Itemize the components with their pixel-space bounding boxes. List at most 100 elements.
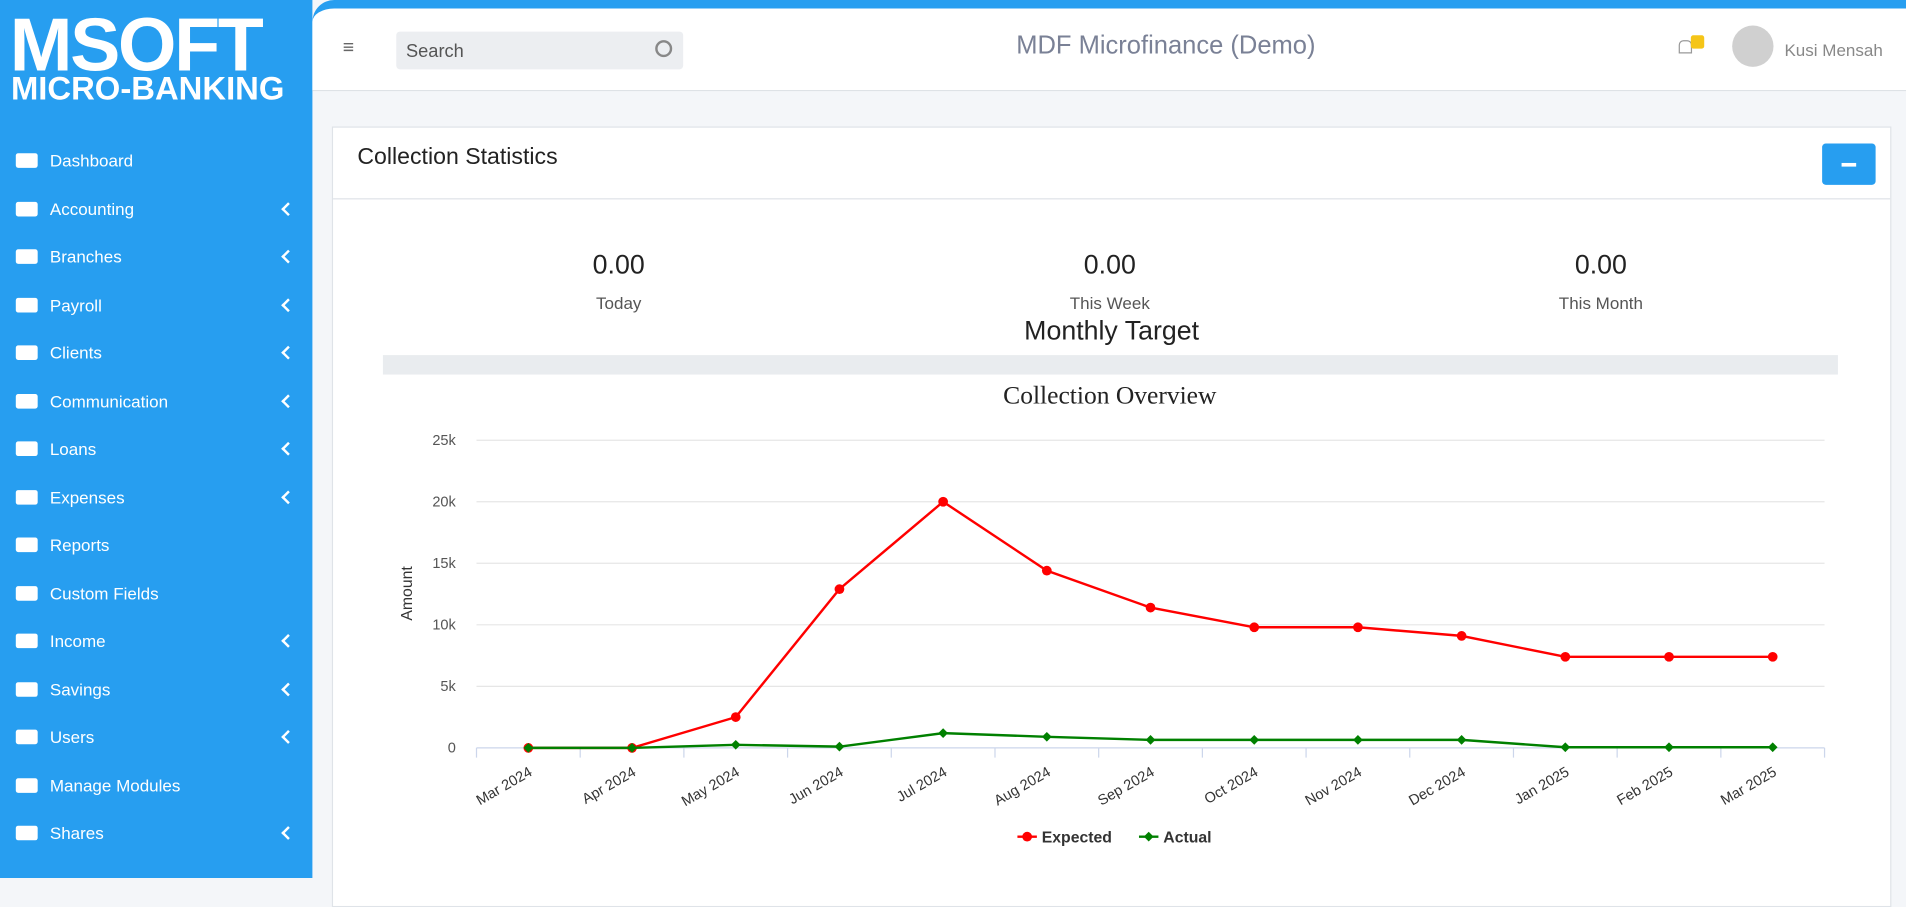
x-tick-label: Nov 2024 — [1303, 764, 1365, 809]
search-box[interactable]: Search — [396, 31, 684, 70]
data-point — [834, 741, 845, 752]
stat-value: 0.00 — [1574, 249, 1627, 280]
menu-label: Clients — [49, 342, 102, 363]
card-title: Collection Statistics — [357, 144, 558, 171]
menu-label: Shares — [49, 823, 104, 843]
submenu-arrow — [281, 633, 295, 648]
x-tick-label: Aug 2024 — [992, 764, 1054, 809]
legend-marker — [1143, 831, 1154, 842]
x-tick-label: Feb 2025 — [1615, 764, 1676, 809]
menu-icon — [15, 729, 38, 745]
menu-item[interactable]: Communication — [0, 382, 312, 418]
submenu-arrow — [281, 249, 295, 264]
x-tick-label: Oct 2024 — [1202, 764, 1261, 807]
x-tick-label: Dec 2024 — [1406, 764, 1468, 809]
chart-title: Collection Overview — [1003, 381, 1217, 410]
x-tick-label: Jun 2024 — [786, 764, 846, 808]
stat-value: 0.00 — [592, 249, 645, 280]
sidebar: MSOFT MICRO-BANKING Dashboard Accounting B… — [0, 0, 313, 879]
menu-icon — [15, 297, 38, 312]
data-point — [1664, 651, 1674, 662]
menu-label: Savings — [49, 679, 111, 699]
menu-item[interactable]: Loans — [0, 430, 312, 466]
submenu-arrow — [281, 441, 295, 456]
submenu-arrow — [281, 393, 295, 408]
menu-label: Reports — [49, 535, 110, 555]
y-tick-label: 15k — [432, 556, 456, 572]
legend-label: Actual — [1163, 830, 1211, 847]
menu-label: Accounting — [49, 198, 135, 219]
chart: Collection Overview Amount 0 5k 10k 15k 20k 2… — [399, 381, 1826, 847]
notification-badge — [1690, 35, 1705, 49]
menu-item[interactable]: Clients — [0, 334, 312, 370]
menu-item[interactable]: Manage Modules — [0, 767, 312, 803]
menu-label: Dashboard — [49, 150, 134, 171]
menu-item[interactable]: Savings — [0, 671, 312, 707]
data-point — [1041, 565, 1052, 576]
user-name[interactable]: Kusi Mensah — [1784, 40, 1883, 60]
y-axis-label: Amount — [399, 566, 416, 621]
x-tick-label: Mar 2025 — [1718, 764, 1779, 809]
y-tick-label: 25k — [432, 433, 456, 449]
data-point — [1249, 735, 1260, 745]
data-point — [730, 739, 741, 750]
menu-icon — [15, 441, 38, 457]
search-icon — [655, 40, 673, 58]
menu-item[interactable]: Branches — [0, 238, 312, 274]
menu-label: Branches — [49, 246, 122, 267]
logo: MSOFT — [9, 3, 264, 88]
menu-item[interactable]: Users — [0, 719, 312, 755]
menu-icon — [15, 537, 38, 553]
data-point — [1767, 651, 1778, 662]
stat-label: Today — [596, 293, 642, 313]
menu-item[interactable]: Expenses — [0, 479, 312, 515]
data-point — [1041, 731, 1052, 742]
menu-label: Income — [49, 631, 106, 651]
submenu-arrow — [281, 345, 295, 360]
avatar[interactable] — [1732, 25, 1774, 67]
menu-label: Manage Modules — [49, 775, 181, 795]
menu-item[interactable]: Custom Fields — [0, 575, 312, 611]
x-tick-label: Mar 2024 — [474, 764, 535, 809]
data-point — [1249, 622, 1260, 633]
data-point — [1560, 742, 1571, 753]
x-tick-label: Jan 2025 — [1512, 764, 1572, 808]
menu-item[interactable]: Payroll — [0, 286, 312, 322]
data-point — [938, 728, 948, 738]
data-point — [1145, 602, 1156, 613]
x-tick-label: Jul 2024 — [894, 764, 950, 805]
menu-label: Expenses — [49, 487, 125, 507]
menu-item[interactable]: Shares — [0, 815, 312, 851]
collapse-button[interactable] — [1822, 143, 1876, 185]
y-tick-label: 5k — [440, 679, 456, 695]
menu-label: Communication — [49, 390, 169, 411]
menu-item[interactable]: Reports — [0, 527, 312, 563]
submenu-arrow — [281, 297, 295, 312]
legend-label: Expected — [1042, 830, 1112, 847]
menu-icon — [15, 201, 38, 216]
y-tick-label: 10k — [432, 618, 456, 634]
x-tick-label: Apr 2024 — [580, 764, 639, 807]
legend-marker — [1022, 831, 1033, 842]
menu-item[interactable]: Dashboard — [0, 142, 312, 178]
card: Collection Statistics 0.00 Today 0.00 This … — [331, 126, 1892, 907]
menu-toggle[interactable]: ≡ — [342, 37, 355, 59]
y-tick-label: 20k — [432, 495, 456, 511]
menu-icon — [15, 681, 38, 697]
stat-label: This Week — [1069, 293, 1150, 313]
menu-item[interactable]: Income — [0, 623, 312, 659]
progress-bar — [382, 355, 1838, 375]
menu-label: Loans — [49, 439, 97, 459]
menu-label: Payroll — [49, 294, 102, 315]
submenu-arrow — [281, 730, 295, 744]
menu-item[interactable]: Accounting — [0, 190, 312, 226]
x-tick-label: May 2024 — [679, 764, 742, 810]
menu-label: Custom Fields — [49, 583, 159, 603]
menu-icon — [15, 489, 38, 505]
data-point — [1456, 631, 1467, 641]
menu-icon — [15, 777, 38, 793]
data-point — [1456, 735, 1467, 745]
stat-value: 0.00 — [1083, 249, 1136, 280]
